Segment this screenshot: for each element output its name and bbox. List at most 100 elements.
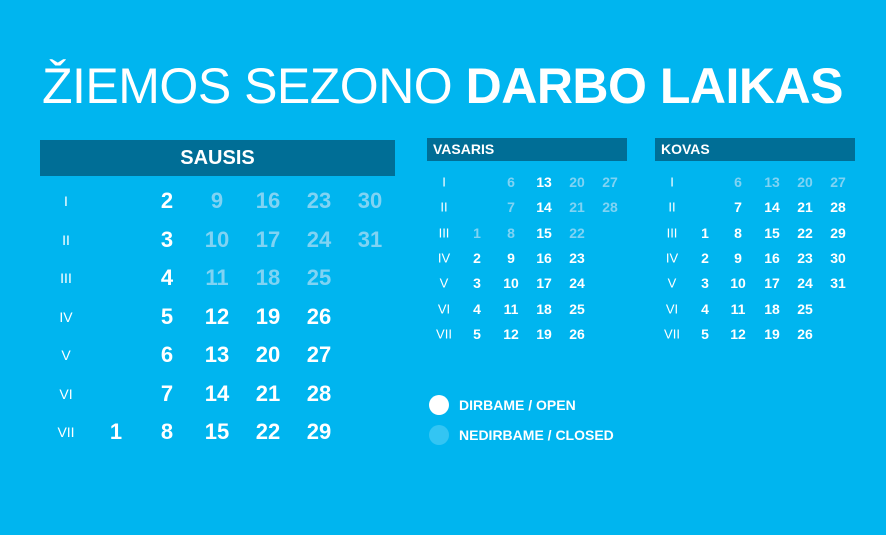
day-closed: 6 (507, 174, 515, 190)
day-closed: 30 (357, 188, 383, 213)
day-closed: 21 (569, 199, 585, 216)
weekday-label: III (60, 270, 72, 286)
day-open: 14 (204, 380, 230, 406)
day-open: 12 (204, 303, 230, 329)
weekday-label: VII (436, 326, 452, 342)
weekday-label: I (64, 193, 68, 209)
day-closed: 23 (306, 188, 332, 213)
day-closed: 7 (507, 199, 515, 216)
day-open: 31 (830, 275, 846, 292)
legend-open: DIRBAME / OPEN (429, 395, 576, 415)
day-open: 17 (536, 275, 552, 292)
day-open: 16 (764, 249, 780, 266)
day-open: 24 (797, 275, 813, 292)
day-open: 8 (734, 224, 742, 241)
day-open: 9 (734, 249, 742, 266)
day-open: 30 (830, 249, 846, 266)
day-open: 5 (701, 325, 709, 342)
day-open: 23 (797, 249, 813, 266)
month-header: VASARIS (427, 138, 627, 161)
day-open: 28 (830, 199, 846, 216)
day-open: 19 (764, 325, 780, 342)
month-header: SAUSIS (40, 140, 395, 176)
weekday-label: VII (57, 424, 75, 440)
day-closed: 9 (210, 188, 224, 213)
weekday-label: V (61, 347, 71, 363)
weekday-label: II (668, 199, 676, 215)
day-closed: 22 (569, 224, 585, 241)
day-closed: 28 (602, 199, 618, 216)
day-open: 21 (255, 380, 281, 406)
day-open: 3 (701, 275, 709, 292)
day-open: 5 (473, 325, 481, 342)
day-open: 12 (503, 325, 519, 342)
day-closed: 10 (204, 226, 230, 252)
day-open: 26 (306, 303, 332, 329)
day-open: 3 (160, 226, 174, 252)
day-open: 14 (764, 199, 780, 216)
day-open: 3 (473, 275, 481, 292)
day-open: 8 (160, 419, 174, 444)
day-open: 18 (764, 300, 780, 317)
open-dot-icon (429, 395, 449, 415)
day-open: 11 (730, 300, 746, 317)
day-open: 15 (204, 419, 230, 444)
day-closed: 24 (306, 226, 332, 252)
day-closed: 31 (357, 226, 383, 252)
day-closed: 8 (507, 224, 515, 241)
legend-closed-label: NEDIRBAME / CLOSED (459, 427, 614, 443)
day-open: 23 (569, 249, 585, 266)
title-bold: DARBO LAIKAS (465, 58, 844, 114)
weekday-label: I (442, 174, 446, 190)
day-open: 19 (536, 325, 552, 342)
day-closed: 16 (255, 188, 281, 213)
day-open: 22 (797, 224, 813, 241)
day-open: 7 (734, 199, 742, 216)
day-open: 13 (204, 342, 230, 367)
day-closed: 1 (473, 224, 481, 241)
weekday-label: IV (437, 250, 451, 266)
closed-dot-icon (429, 425, 449, 445)
day-closed: 20 (797, 174, 813, 190)
day-open: 22 (255, 419, 281, 444)
day-closed: 6 (734, 174, 742, 190)
day-open: 4 (701, 300, 709, 317)
weekday-label: II (440, 199, 448, 215)
day-open: 25 (569, 300, 585, 317)
day-closed: 11 (205, 265, 229, 290)
day-open: 14 (536, 199, 552, 216)
day-open: 25 (797, 300, 813, 317)
day-open: 29 (306, 419, 332, 444)
day-open: 15 (764, 224, 780, 241)
weekday-label: V (667, 275, 677, 291)
day-open: 17 (764, 275, 780, 292)
weekday-label: III (666, 225, 678, 241)
weekday-label: III (438, 225, 450, 241)
month-header: KOVAS (655, 138, 855, 161)
weekday-label: V (439, 275, 449, 291)
day-open: 26 (797, 325, 813, 342)
day-open: 9 (507, 249, 515, 266)
day-open: 5 (160, 303, 174, 329)
day-closed: 13 (764, 174, 780, 190)
day-open: 18 (536, 300, 552, 317)
page-title: ŽIEMOS SEZONO DARBO LAIKAS (42, 56, 843, 116)
weekday-label: II (62, 231, 70, 248)
day-open: 15 (536, 224, 552, 241)
weekday-label: VI (59, 385, 73, 402)
day-open: 1 (109, 419, 123, 444)
day-open: 4 (473, 300, 481, 317)
day-closed: 18 (255, 265, 281, 290)
day-open: 10 (503, 275, 519, 292)
day-open: 2 (701, 249, 709, 266)
weekday-label: VI (437, 301, 451, 316)
day-closed: 20 (569, 174, 585, 190)
day-open: 21 (797, 199, 813, 216)
weekday-label: VII (664, 326, 680, 342)
day-open: 19 (255, 303, 281, 329)
day-closed: 27 (602, 174, 618, 190)
day-open: 2 (160, 188, 174, 213)
day-open: 27 (306, 342, 332, 367)
day-open: 28 (306, 380, 332, 406)
title-light: ŽIEMOS SEZONO (42, 58, 453, 114)
